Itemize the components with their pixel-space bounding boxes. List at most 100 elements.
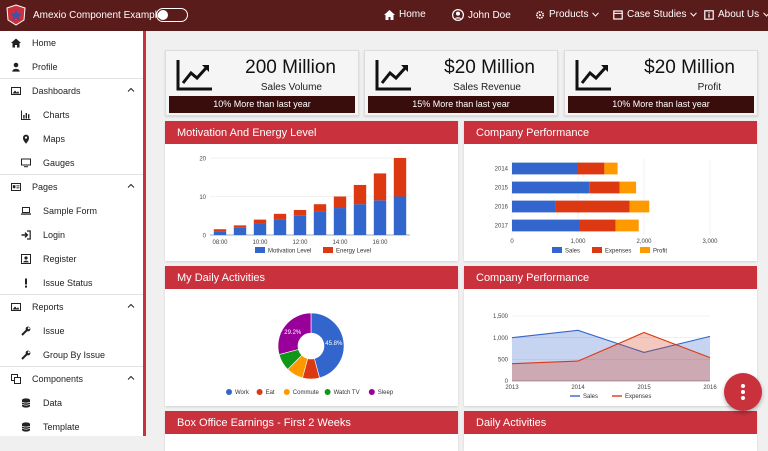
y-tick-label: 1,000 xyxy=(493,336,509,342)
nav-user-label: John Doe xyxy=(468,9,511,21)
sidebar-item-components[interactable]: Components xyxy=(0,367,143,391)
kpi-value: $20 Million xyxy=(444,57,535,78)
sidebar-label: Gauges xyxy=(43,158,75,168)
chevron-up-icon[interactable] xyxy=(127,302,135,310)
y-tick-label: 2016 xyxy=(495,205,509,211)
sidebar-item-sample-form[interactable]: Sample Form xyxy=(0,199,143,223)
panel-motivation: Motivation And Energy Level 0 10 20 08:00 10… xyxy=(165,121,458,261)
sidebar-label: Template xyxy=(43,422,80,432)
copy-icon xyxy=(11,374,21,384)
legend-label: Sales xyxy=(583,394,598,400)
legend-label: Energy Level xyxy=(336,249,371,255)
nav-home-label: Home xyxy=(399,9,426,20)
kpi-sales-volume: 200 Million Sales Volume 10% More than l… xyxy=(165,50,359,116)
database-icon xyxy=(21,398,31,408)
chevron-up-icon[interactable] xyxy=(127,182,135,190)
kpi-label: Sales Volume xyxy=(260,82,322,93)
sidebar-item-login[interactable]: Login xyxy=(0,223,143,247)
sidebar-item-profile[interactable]: Profile xyxy=(0,55,143,79)
sidebar-item-register[interactable]: Register xyxy=(0,247,143,271)
y-tick-label: 2017 xyxy=(495,224,509,230)
area-expenses xyxy=(512,332,710,381)
y-tick-label: 1,500 xyxy=(493,314,509,320)
sidebar-item-template[interactable]: Template xyxy=(0,415,143,436)
more-vertical-icon xyxy=(741,384,745,400)
chevron-up-icon[interactable] xyxy=(127,374,135,382)
x-tick-label: 3,000 xyxy=(702,239,718,245)
sidebar-label: Maps xyxy=(43,134,66,144)
sidebar-label: Sample Form xyxy=(43,206,98,216)
nav-case-studies[interactable]: Case Studies xyxy=(613,9,698,20)
sidebar-item-data[interactable]: Data xyxy=(0,391,143,415)
sidebar-item-maps[interactable]: Maps xyxy=(0,127,143,151)
sidebar-item-group-by-issue[interactable]: Group By Issue xyxy=(0,343,143,367)
sidebar-item-gauges[interactable]: Gauges xyxy=(0,151,143,175)
map-marker-icon xyxy=(23,134,29,144)
sidebar-label: Pages xyxy=(32,182,58,192)
panel-title: Daily Activities xyxy=(464,411,757,434)
legend-label: Expenses xyxy=(625,394,651,400)
legend-label: Profit xyxy=(653,249,667,255)
kpi-note: 10% More than last year xyxy=(169,96,355,113)
y-tick-label: 0 xyxy=(203,234,207,240)
bar-motivation-level xyxy=(293,215,307,235)
x-tick-label: 1,000 xyxy=(570,239,586,245)
sidebar-item-charts[interactable]: Charts xyxy=(0,103,143,127)
slice-label: 45.8% xyxy=(325,341,343,347)
activities-donut-chart: 45.8% 29.2% Work Eat Commute Watch TV Sleep xyxy=(226,312,394,396)
sidebar-item-reports[interactable]: Reports xyxy=(0,295,143,319)
sidebar-label: Components xyxy=(32,374,84,384)
sidebar-item-issue[interactable]: Issue xyxy=(0,319,143,343)
kpi-profit: $20 Million Profit 10% More than last ye… xyxy=(564,50,758,116)
bar-motivation-level xyxy=(233,227,247,235)
legend-swatch xyxy=(324,389,331,395)
sidebar-item-issue-status[interactable]: Issue Status xyxy=(0,271,143,295)
folder-icon xyxy=(613,9,623,20)
bar-motivation-level xyxy=(333,208,347,235)
nav-products[interactable]: Products xyxy=(535,9,600,20)
panel-title: Motivation And Energy Level xyxy=(165,121,458,144)
kpi-note: 15% More than last year xyxy=(368,96,554,113)
bar-sales xyxy=(512,181,590,194)
sidebar-item-home[interactable]: Home xyxy=(0,31,143,55)
theme-toggle[interactable] xyxy=(156,8,188,22)
kpi-value: $20 Million xyxy=(644,57,735,78)
bar-energy-level xyxy=(213,229,227,232)
bar-profit xyxy=(615,219,639,232)
bar-energy-level xyxy=(393,158,407,197)
kpi-value: 200 Million xyxy=(245,57,336,78)
legend-swatch xyxy=(283,389,290,395)
nav-home[interactable]: Home xyxy=(384,9,426,20)
chevron-up-icon[interactable] xyxy=(127,86,135,94)
panel-title: Box Office Earnings - First 2 Weeks xyxy=(165,411,458,434)
y-tick-label: 0 xyxy=(505,379,509,385)
bar-expenses xyxy=(555,200,630,213)
laptop-icon xyxy=(21,207,31,215)
home-icon xyxy=(11,38,21,48)
legend-swatch xyxy=(226,389,232,395)
floating-menu-button[interactable] xyxy=(724,373,762,411)
bar-energy-level xyxy=(333,196,347,209)
user-circle-icon xyxy=(452,9,464,21)
x-tick-label: 10:00 xyxy=(252,240,268,246)
nav-about[interactable]: About Us xyxy=(704,9,768,20)
panel-title: My Daily Activities xyxy=(165,266,458,289)
line-sales xyxy=(511,329,711,353)
sidebar-item-pages[interactable]: Pages xyxy=(0,175,143,199)
bar-expenses xyxy=(578,162,605,175)
image-icon xyxy=(11,87,21,95)
nav-user[interactable]: John Doe xyxy=(452,9,511,21)
legend-swatch xyxy=(640,247,650,253)
bar-energy-level xyxy=(373,173,387,201)
image-icon xyxy=(11,303,21,311)
sidebar-item-dashboards[interactable]: Dashboards xyxy=(0,79,143,103)
bar-motivation-level xyxy=(313,211,327,235)
sidebar-label: Issue Status xyxy=(43,278,93,288)
panel-title: Company Performance xyxy=(464,266,757,289)
x-tick-label: 2014 xyxy=(571,385,585,391)
slice-sleep xyxy=(277,312,312,355)
user-icon xyxy=(12,62,20,72)
bar-energy-level xyxy=(233,225,247,228)
bar-motivation-level xyxy=(373,200,387,235)
bar-energy-level xyxy=(253,219,267,224)
